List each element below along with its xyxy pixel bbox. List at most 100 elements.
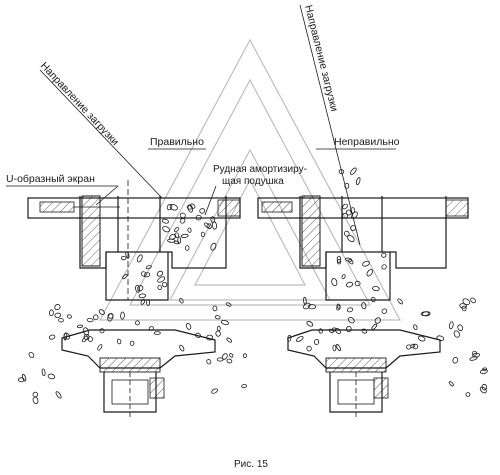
ore-particle [107, 313, 114, 322]
ore-particle [173, 227, 180, 233]
ore-particle [452, 356, 459, 364]
ore-particle [169, 233, 177, 240]
ore-particle [229, 353, 234, 358]
ore-particle [166, 204, 173, 211]
ore-particle [161, 281, 168, 288]
ore-particle [136, 254, 143, 263]
ore-particle [28, 351, 35, 359]
ore-particle [448, 321, 454, 330]
ore-particle [82, 335, 88, 343]
ore-particle [32, 391, 38, 398]
lower-assembly-left [61, 329, 216, 420]
ore-particle [453, 330, 460, 338]
ore-particle [214, 315, 221, 320]
ore-particle [129, 340, 135, 346]
watermark [98, 38, 402, 321]
load-direction-line-left [39, 69, 163, 199]
ore-particle [306, 320, 314, 327]
ore-particle [361, 302, 367, 310]
ore-particle [336, 305, 341, 311]
u-screen-label: U-образный экран [6, 173, 95, 185]
ore-particle [417, 335, 426, 342]
ore-particle [54, 312, 61, 318]
ore-particle [338, 169, 345, 175]
ore-particle [179, 218, 186, 224]
ore-particle [372, 286, 380, 292]
lower-assembly-right [287, 329, 441, 420]
correct-label: Правильно [150, 136, 204, 148]
ore-particle [226, 358, 233, 364]
ore-particle [153, 331, 161, 335]
ore-particle [479, 369, 488, 374]
ore-particle [55, 391, 62, 399]
u-screen-right [301, 195, 321, 267]
ore-particle [156, 270, 164, 277]
ore-particle [313, 339, 320, 345]
ore-particle [481, 383, 488, 391]
ore-particle [341, 274, 346, 280]
ore-particle [457, 324, 464, 331]
ore-particle [406, 344, 412, 350]
ore-particle [242, 353, 247, 359]
ore-particle [47, 373, 56, 380]
ore-particle [345, 281, 354, 288]
ore-particle [350, 167, 357, 175]
ore-particle [179, 344, 185, 352]
ore-particle [185, 323, 192, 330]
ore-particle [134, 320, 140, 326]
ore-particle [146, 299, 151, 306]
ore-particle [97, 344, 103, 351]
load-direction-label-left: Направление загрузки [38, 60, 121, 148]
ore-particle [374, 317, 381, 324]
ore-particle [140, 271, 147, 277]
ore-particle [63, 332, 71, 340]
ore-particle [354, 280, 361, 287]
ore-particle [413, 324, 418, 330]
ore-particle [308, 304, 316, 310]
ore-particle [381, 252, 387, 258]
incorrect-installation [257, 4, 469, 301]
ore-particle [306, 345, 312, 352]
ore-particle [220, 320, 229, 325]
ore-particle [296, 336, 304, 342]
ore-particle [48, 309, 54, 317]
ore-particle [58, 317, 64, 323]
ore-particle [116, 338, 122, 345]
ore-particle [381, 264, 387, 270]
ore-particle [173, 240, 180, 245]
ore-particle [225, 302, 232, 307]
ore-particle [448, 381, 454, 387]
ore-particle [54, 304, 61, 311]
ore-particle [204, 222, 210, 228]
ore-particle [122, 273, 128, 280]
ore-particle [216, 325, 221, 331]
ore-particle [186, 204, 193, 210]
load-direction-label-right: Направление загрузки [302, 4, 340, 113]
ore-particle [470, 297, 476, 304]
ore-particle [347, 317, 355, 324]
ore-particle [187, 227, 192, 233]
ore-particle [184, 245, 190, 251]
ore-particle [98, 309, 105, 315]
ore-particle [344, 257, 353, 262]
ore-particle [469, 356, 478, 361]
ore-particle [345, 209, 352, 216]
ore-particle [179, 212, 186, 219]
ore-particle [135, 284, 141, 293]
ore-particle [162, 226, 170, 233]
ore-particle [342, 212, 348, 219]
ore-particle [335, 344, 342, 351]
ore-particle [351, 211, 358, 219]
ore-particle [87, 336, 93, 342]
ore-particle [241, 384, 247, 389]
ore-particle [32, 396, 39, 405]
ore-particle [479, 386, 487, 394]
ore-particle [66, 314, 72, 319]
ore-particle [137, 285, 144, 292]
ore-particle [397, 298, 404, 305]
ore-particle [459, 303, 467, 309]
ore-particle [140, 298, 146, 305]
ore-particle [17, 377, 25, 383]
ore-particle [362, 260, 370, 267]
